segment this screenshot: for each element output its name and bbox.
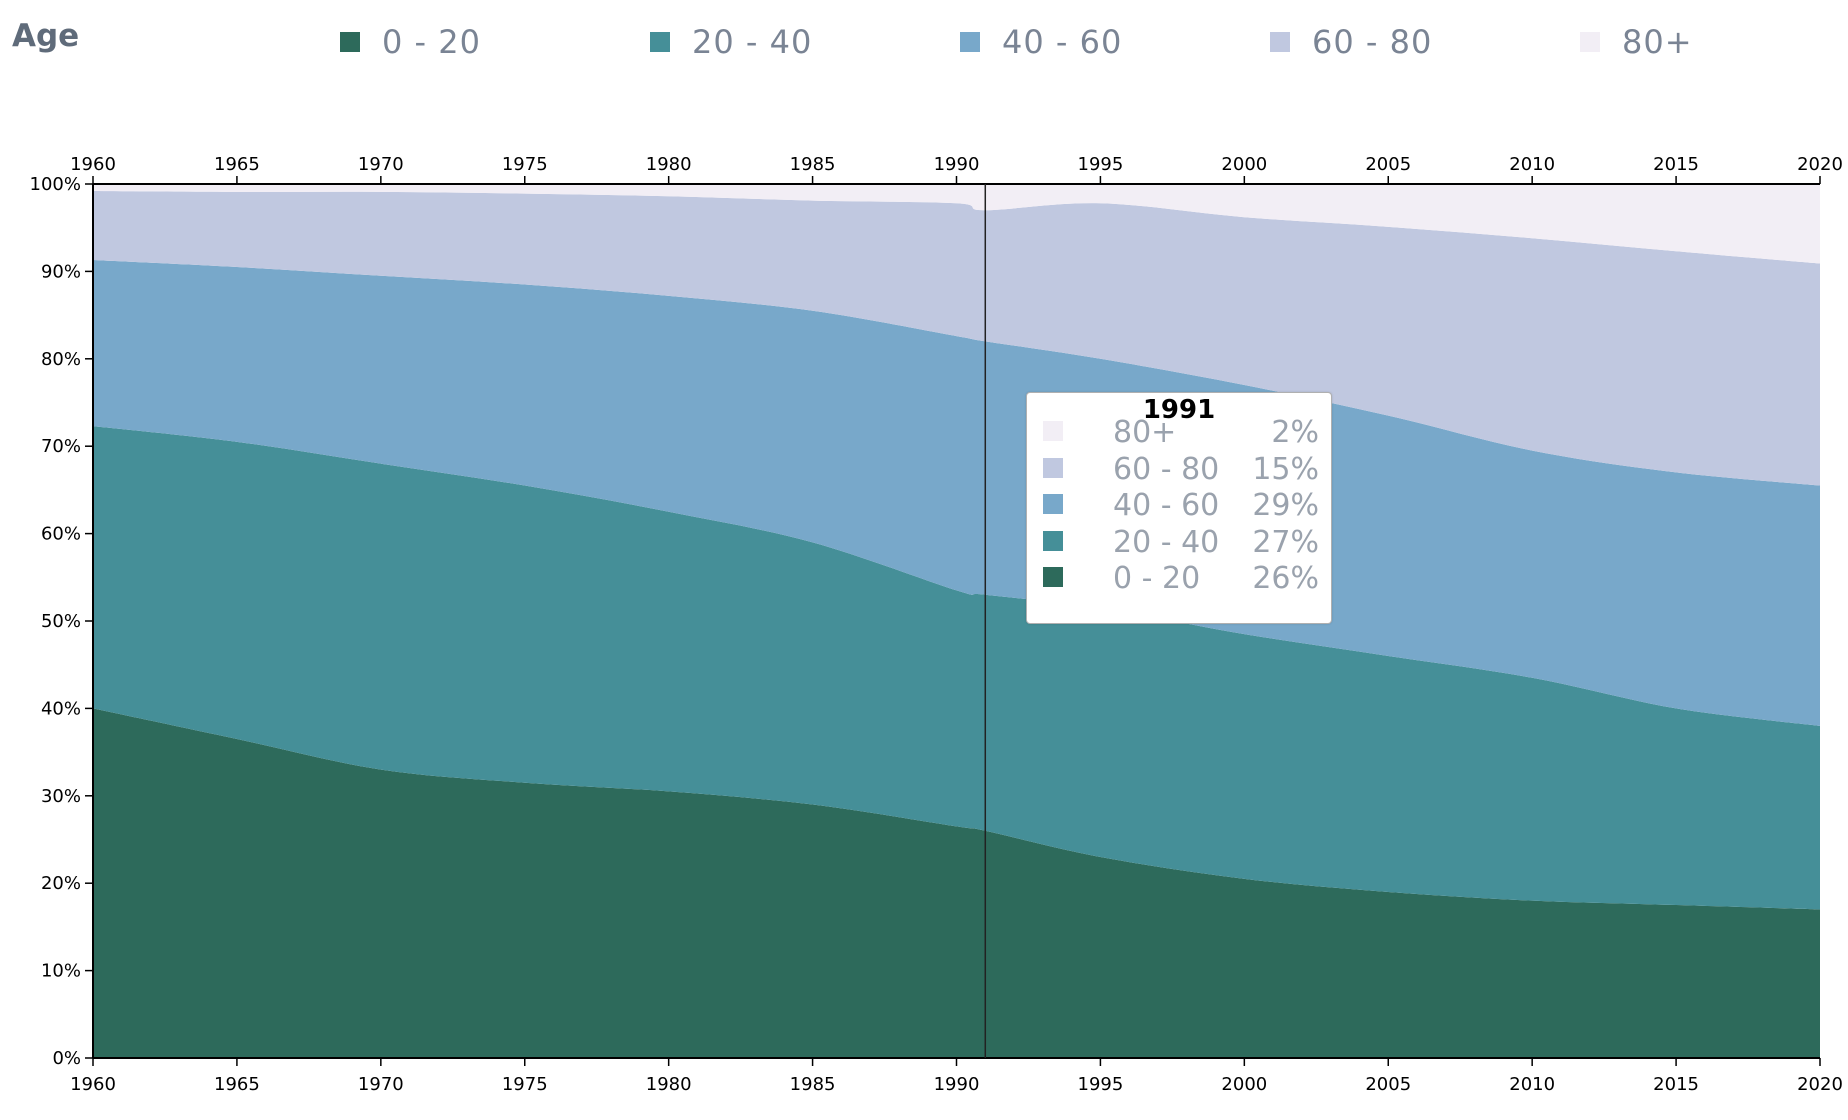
- x-tick-label-bottom: 1990: [934, 1074, 980, 1095]
- y-tick-label: 40%: [41, 698, 81, 719]
- y-tick-label: 30%: [41, 786, 81, 807]
- x-tick-label-top: 1975: [502, 154, 548, 175]
- legend-item[interactable]: 0 - 20: [340, 22, 481, 62]
- tooltip-label: 20 - 40: [1113, 524, 1220, 560]
- x-tick-label-top: 1970: [358, 154, 404, 175]
- x-tick-label-bottom: 2010: [1509, 1074, 1555, 1095]
- y-tick-label: 80%: [41, 349, 81, 370]
- area-series: [93, 260, 1820, 726]
- y-tick-label: 0%: [52, 1048, 81, 1069]
- tooltip-label: 60 - 80: [1113, 451, 1220, 487]
- area-series: [93, 184, 1820, 264]
- x-tick-label-bottom: 1960: [70, 1074, 116, 1095]
- legend-label: 60 - 80: [1312, 23, 1433, 61]
- legend-swatch: [340, 32, 360, 52]
- tooltip-value: 27%: [1252, 524, 1319, 560]
- y-tick-label: 70%: [41, 436, 81, 457]
- tooltip-row: 80+ 2%: [1043, 415, 1319, 451]
- tooltip-value: 26%: [1252, 561, 1319, 596]
- tooltip-swatch: [1043, 530, 1063, 551]
- legend-swatch: [1270, 32, 1290, 52]
- tooltip-label: 80+: [1113, 415, 1177, 450]
- tooltip-swatch: [1043, 567, 1063, 587]
- y-tick-label: 10%: [41, 961, 81, 982]
- tooltip-row: 20 - 40 27%: [1043, 525, 1319, 561]
- x-tick-label-top: 2020: [1797, 154, 1843, 175]
- tooltip-label: 40 - 60: [1113, 488, 1220, 523]
- tooltip-swatch: [1043, 421, 1063, 441]
- x-tick-label-bottom: 2020: [1797, 1074, 1843, 1095]
- x-tick-label-top: 1965: [214, 154, 260, 175]
- area-series: [93, 190, 1820, 486]
- y-tick-label: 100%: [30, 174, 81, 195]
- x-tick-label-top: 2015: [1653, 154, 1699, 175]
- tooltip: 1991 80+ 2% 60 - 80 15% 40 - 60 29% 20 - 40 27%…: [1026, 392, 1332, 624]
- area-series: [93, 708, 1820, 1058]
- x-tick-label-top: 2010: [1509, 154, 1555, 175]
- x-tick-label-bottom: 2015: [1653, 1074, 1699, 1095]
- legend-swatch: [1580, 32, 1600, 52]
- tooltip-swatch: [1043, 457, 1063, 478]
- tooltip-value: 2%: [1271, 415, 1319, 450]
- x-tick-label-top: 2000: [1221, 154, 1267, 175]
- y-tick-label: 60%: [41, 524, 81, 545]
- x-tick-label-top: 1980: [646, 154, 692, 175]
- x-tick-label-bottom: 2000: [1221, 1074, 1267, 1095]
- x-tick-label-top: 1995: [1078, 154, 1124, 175]
- area-series: [93, 426, 1820, 910]
- legend-swatch: [650, 32, 670, 52]
- x-tick-label-bottom: 1965: [214, 1074, 260, 1095]
- legend-swatch: [960, 32, 980, 52]
- x-tick-label-bottom: 1975: [502, 1074, 548, 1095]
- x-tick-label-top: 2005: [1365, 154, 1411, 175]
- y-tick-label: 90%: [41, 261, 81, 282]
- legend-item[interactable]: 80+: [1580, 22, 1693, 62]
- tooltip-row: 0 - 20 26%: [1043, 561, 1319, 597]
- legend-label: 0 - 20: [382, 23, 481, 61]
- tooltip-value: 15%: [1252, 451, 1319, 487]
- y-tick-label: 20%: [41, 873, 81, 894]
- y-tick-label: 50%: [41, 611, 81, 632]
- x-tick-label-bottom: 1980: [646, 1074, 692, 1095]
- legend-label: 40 - 60: [1002, 23, 1123, 61]
- tooltip-row: 40 - 60 29%: [1043, 488, 1319, 524]
- x-tick-label-bottom: 1995: [1078, 1074, 1124, 1095]
- tooltip-row: 60 - 80 15%: [1043, 452, 1319, 488]
- legend-title: Age: [12, 18, 80, 54]
- legend-label: 80+: [1622, 23, 1693, 61]
- tooltip-year: 1991: [1142, 395, 1216, 425]
- x-tick-label-bottom: 2005: [1365, 1074, 1411, 1095]
- tooltip-label: 0 - 20: [1113, 561, 1201, 596]
- tooltip-swatch: [1043, 494, 1063, 514]
- legend-item[interactable]: 20 - 40: [650, 22, 812, 62]
- legend-label: 20 - 40: [692, 23, 813, 61]
- legend-item[interactable]: 60 - 80: [1270, 22, 1432, 62]
- x-tick-label-top: 1990: [934, 154, 980, 175]
- x-tick-label-bottom: 1985: [790, 1074, 836, 1095]
- legend-item[interactable]: 40 - 60: [960, 22, 1122, 62]
- tooltip-value: 29%: [1252, 488, 1319, 523]
- x-tick-label-bottom: 1970: [358, 1074, 404, 1095]
- x-tick-label-top: 1960: [70, 154, 116, 175]
- x-tick-label-top: 1985: [790, 154, 836, 175]
